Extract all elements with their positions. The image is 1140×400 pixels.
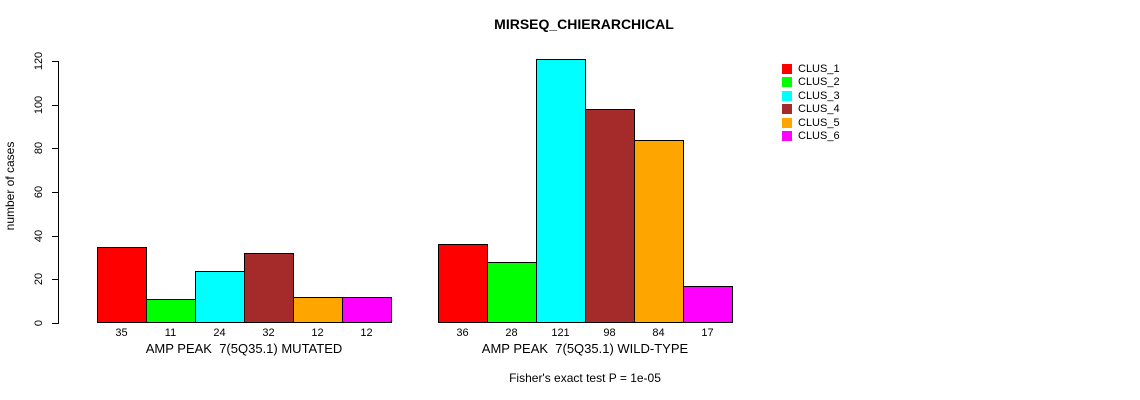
bar-value-label: 35 [115,327,128,339]
bar-value-label: 11 [164,327,177,339]
bar-value-label: 24 [213,327,226,339]
legend-label: CLUS_6 [798,130,840,142]
y-tick [52,61,59,62]
bar-value-label: 98 [603,327,616,339]
y-tick-label: 100 [33,95,45,115]
chart-annotation: Fisher's exact test P = 1e-05 [509,371,661,385]
y-tick-label: 20 [33,272,45,286]
bar-clus_1-group1 [97,247,147,323]
bar-clus_3-group1 [195,271,245,323]
bar-value-label: 121 [551,327,570,339]
legend-label: CLUS_1 [798,63,840,75]
bar-value-label: 28 [505,327,518,339]
legend-swatch-clus_4 [782,104,792,114]
bar-clus_5-group1 [293,297,343,323]
y-tick [52,192,59,193]
legend-label: CLUS_5 [798,117,840,129]
y-axis-label: number of cases [3,141,17,231]
bar-value-label: 17 [701,327,714,339]
group-label: AMP PEAK 7(5Q35.1) MUTATED [145,341,343,356]
chart-title: MIRSEQ_CHIERARCHICAL [494,16,674,32]
legend-label: CLUS_4 [798,103,840,115]
y-tick-label: 80 [33,141,45,155]
bar-clus_2-group2 [487,262,537,323]
bar-value-label: 36 [456,327,469,339]
bar-value-label: 12 [311,327,324,339]
y-tick [52,323,59,324]
legend-swatch-clus_6 [782,131,792,141]
y-tick [52,279,59,280]
bar-clus_2-group1 [146,299,196,323]
y-tick [52,148,59,149]
legend-label: CLUS_2 [798,76,840,88]
bar-value-label: 32 [262,327,275,339]
legend-label: CLUS_3 [798,90,840,102]
legend-swatch-clus_3 [782,91,792,101]
y-tick-label: 60 [33,185,45,199]
bar-value-label: 12 [360,327,373,339]
bar-clus_4-group2 [585,109,635,323]
legend-swatch-clus_2 [782,77,792,87]
bar-clus_6-group2 [683,286,733,323]
y-tick-label: 40 [33,229,45,243]
legend-swatch-clus_5 [782,118,792,128]
bar-clus_1-group2 [438,244,488,323]
y-tick-label: 0 [33,319,45,327]
bar-value-label: 84 [652,327,665,339]
group-label: AMP PEAK 7(5Q35.1) WILD-TYPE [481,341,689,356]
legend-swatch-clus_1 [782,64,792,74]
bar-clus_5-group2 [634,140,684,323]
bar-clus_4-group1 [244,253,294,323]
y-tick [52,236,59,237]
y-tick [52,105,59,106]
bar-clus_3-group2 [536,59,586,323]
y-tick-label: 120 [33,51,45,71]
bar-clus_6-group1 [342,297,392,323]
